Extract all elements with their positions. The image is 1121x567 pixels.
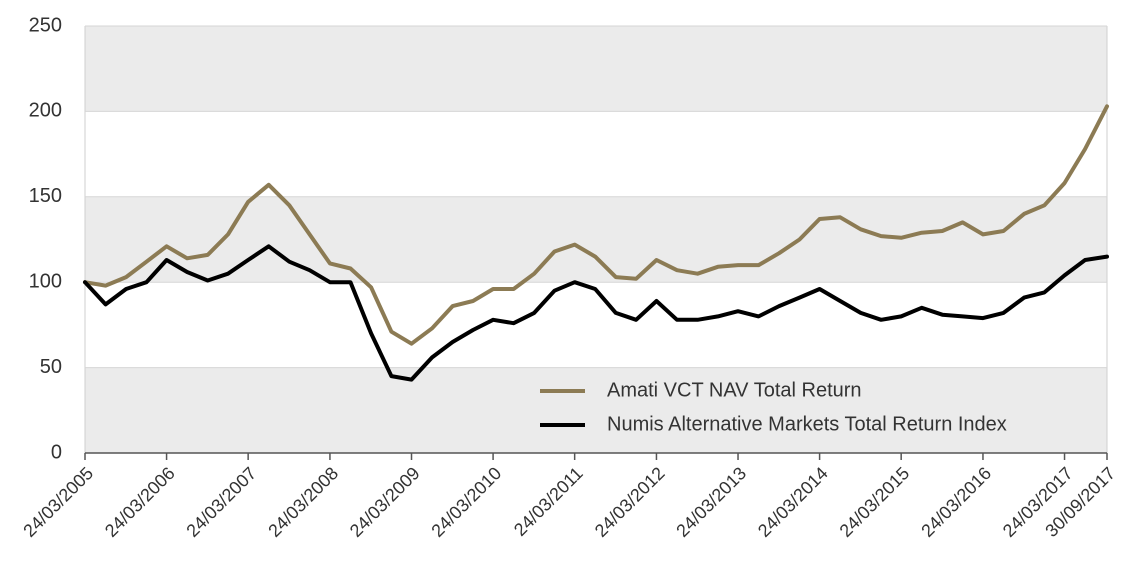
grid-band [85,367,1107,453]
x-tick-label: 24/03/2016 [917,463,995,541]
y-tick-label: 100 [29,270,62,292]
grid-band [85,282,1107,368]
x-tick-label: 24/03/2007 [182,463,260,541]
grid-band [85,111,1107,197]
legend-label: Numis Alternative Markets Total Return I… [607,413,1007,435]
x-tick-label: 24/03/2012 [591,463,669,541]
x-tick-label: 24/03/2014 [754,463,832,541]
series-line [83,104,1109,346]
x-tick-label: 24/03/2013 [672,463,750,541]
x-tick-label: 24/03/2010 [427,463,505,541]
y-tick-label: 0 [51,441,62,463]
y-tick-label: 250 [29,14,62,36]
x-tick-label: 24/03/2005 [19,463,97,541]
grid-band [85,26,1107,112]
plot-background [85,26,1107,453]
y-tick-label: 200 [29,100,62,122]
series-line [83,244,1109,382]
x-tick-label: 24/03/2009 [346,463,424,541]
x-tick-label: 24/03/2006 [101,463,179,541]
x-tick-label: 24/03/2011 [510,463,587,540]
x-tick-label: 24/03/2008 [264,463,342,541]
y-tick-label: 150 [29,185,62,207]
y-tick-label: 50 [40,356,62,378]
grid-band [85,196,1107,283]
legend-label: Amati VCT NAV Total Return [607,379,862,401]
x-tick-label: 24/03/2015 [836,463,914,541]
